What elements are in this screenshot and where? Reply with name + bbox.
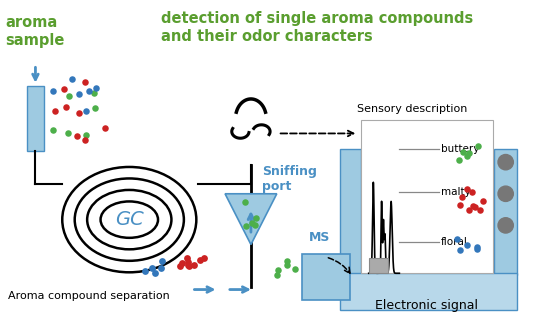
Point [73, 133, 81, 138]
Point [157, 259, 166, 264]
Point [196, 257, 204, 262]
Point [459, 149, 468, 155]
Point [101, 125, 109, 131]
Point [60, 86, 68, 92]
Point [49, 127, 57, 132]
Point [190, 263, 198, 268]
Point [282, 263, 291, 268]
Point [147, 266, 156, 271]
Bar [361, 120, 493, 273]
Point [68, 76, 76, 82]
Text: malty: malty [441, 187, 470, 197]
Bar [340, 273, 517, 310]
Point [91, 105, 99, 111]
Point [455, 202, 464, 208]
Point [81, 132, 90, 137]
Point [184, 260, 192, 265]
Point [454, 158, 463, 163]
Text: MS: MS [309, 231, 331, 244]
Point [465, 207, 474, 212]
Point [156, 265, 165, 270]
Text: Aroma compound separation: Aroma compound separation [8, 291, 170, 301]
Point [184, 264, 193, 269]
Point [463, 187, 472, 192]
Point [273, 272, 282, 278]
Text: Electronic signal: Electronic signal [375, 298, 478, 311]
Point [457, 195, 466, 200]
Point [141, 269, 150, 274]
Point [183, 256, 191, 261]
Bar [369, 258, 388, 273]
Point [184, 262, 192, 268]
Point [473, 246, 481, 252]
Point [81, 108, 90, 114]
Point [81, 79, 89, 84]
Point [64, 94, 73, 99]
Point [464, 150, 473, 156]
Point [49, 88, 57, 94]
Circle shape [498, 154, 513, 170]
Point [151, 271, 159, 276]
Point [85, 89, 93, 94]
Point [89, 90, 98, 96]
Point [476, 208, 485, 213]
Circle shape [498, 186, 513, 202]
Point [473, 244, 481, 250]
Point [283, 259, 292, 264]
Point [463, 154, 472, 159]
Text: Sniffing
port: Sniffing port [262, 165, 317, 193]
Point [474, 144, 482, 149]
Point [456, 247, 464, 253]
Point [75, 111, 83, 116]
Point [252, 215, 261, 220]
Text: floral: floral [441, 237, 467, 247]
Text: GC: GC [115, 210, 144, 229]
Point [242, 223, 250, 228]
Point [453, 237, 462, 242]
Point [479, 198, 487, 204]
Point [240, 200, 249, 205]
Bar [302, 254, 350, 300]
Point [274, 268, 283, 273]
Bar [340, 149, 361, 275]
Point [471, 204, 480, 209]
Point [64, 130, 73, 136]
Point [247, 220, 256, 225]
Point [463, 242, 472, 247]
Text: aroma
sample: aroma sample [6, 15, 65, 48]
Circle shape [498, 218, 513, 233]
Text: Sensory description: Sensory description [357, 104, 467, 114]
Text: detection of single aroma compounds
and their odor characters: detection of single aroma compounds and … [161, 11, 473, 44]
Point [176, 263, 184, 269]
Point [50, 108, 59, 114]
Point [81, 138, 90, 143]
Point [469, 204, 478, 209]
Point [291, 266, 300, 272]
Bar [27, 86, 44, 151]
Bar [494, 149, 517, 275]
Point [178, 260, 186, 265]
Point [92, 86, 101, 91]
Point [250, 222, 259, 227]
Point [200, 255, 209, 260]
Point [74, 92, 83, 97]
Text: buttery: buttery [441, 144, 479, 154]
Point [62, 104, 70, 109]
Polygon shape [225, 194, 277, 245]
Point [467, 190, 476, 195]
